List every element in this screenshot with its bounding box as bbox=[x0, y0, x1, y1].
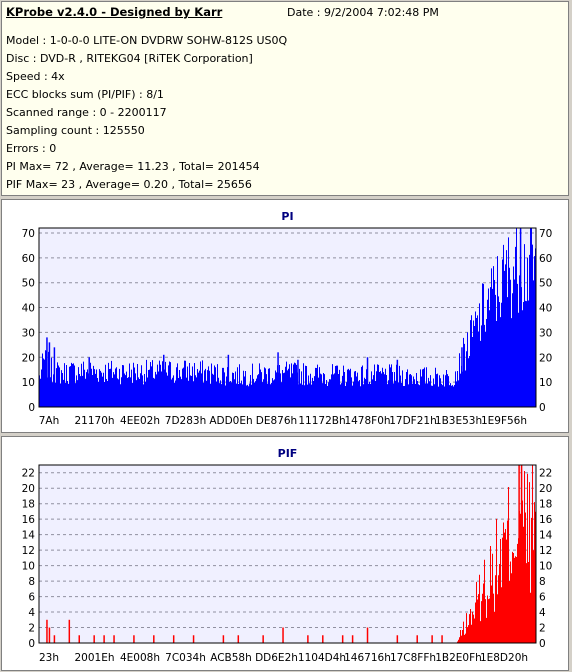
pi-ytick-right: 30 bbox=[539, 327, 552, 339]
pif-ytick-left: 18 bbox=[22, 499, 35, 511]
pi-ytick-left: 20 bbox=[22, 352, 35, 364]
info-sampling-count: Sampling count : 125550 bbox=[6, 124, 145, 137]
pif-ytick-right: 6 bbox=[539, 592, 546, 604]
pi-ytick-left: 50 bbox=[22, 278, 35, 290]
pif-ytick-right: 22 bbox=[539, 468, 552, 480]
pi-title: PI bbox=[281, 210, 293, 223]
pif-xtick: 7C034h bbox=[165, 652, 206, 664]
pif-ytick-left: 4 bbox=[28, 607, 35, 619]
pi-chart: PI 0 0 10 10 20 20 30 30 40 40 50 50 60 60 70 70 7Ah 21170… bbox=[22, 210, 553, 427]
pi-ytick-right: 70 bbox=[539, 228, 552, 240]
pif-xtick: 1E8D20h bbox=[480, 652, 528, 664]
pi-xtick: 21170h bbox=[74, 415, 114, 427]
pi-xtick: DE876h bbox=[256, 415, 297, 427]
pi-bars bbox=[39, 228, 536, 407]
info-scanned-range: Scanned range : 0 - 2200117 bbox=[6, 106, 167, 119]
pif-ytick-left: 0 bbox=[28, 638, 35, 650]
pi-frame bbox=[38, 227, 537, 408]
pif-ytick-left: 16 bbox=[22, 514, 36, 526]
pif-ytick-left: 2 bbox=[28, 623, 35, 635]
pif-ytick-left: 8 bbox=[28, 576, 35, 588]
pif-ytick-right: 12 bbox=[539, 545, 552, 557]
pi-ytick-right: 40 bbox=[539, 303, 552, 315]
pi-ytick-right: 60 bbox=[539, 253, 552, 265]
pif-xtick: 23h bbox=[39, 652, 59, 664]
info-disc: Disc : DVD-R , RITEKG04 [RiTEK Corporati… bbox=[6, 52, 253, 65]
pi-xtick: 4EE02h bbox=[120, 415, 160, 427]
info-pif-stats: PIF Max= 23 , Average= 0.20 , Total= 256… bbox=[6, 178, 252, 191]
pif-ytick-left: 22 bbox=[22, 468, 35, 480]
pif-ytick-left: 12 bbox=[22, 545, 35, 557]
pif-ytick-right: 18 bbox=[539, 499, 552, 511]
pif-xtick: 2001Eh bbox=[74, 652, 114, 664]
info-panel: KProbe v2.4.0 - Designed by Karr Date : … bbox=[1, 1, 569, 196]
pi-ytick-left: 40 bbox=[22, 303, 35, 315]
pif-xtick: 1B2E0Fh bbox=[435, 652, 482, 664]
pi-xtick: 1B3E53h bbox=[435, 415, 482, 427]
info-pi-stats: PI Max= 72 , Average= 11.23 , Total= 201… bbox=[6, 160, 260, 173]
pi-xtick: 7D283h bbox=[165, 415, 206, 427]
pif-frame bbox=[38, 464, 537, 644]
info-ecc-sum: ECC blocks sum (PI/PIF) : 8/1 bbox=[6, 88, 164, 101]
info-errors: Errors : 0 bbox=[6, 142, 57, 155]
pi-ytick-right: 10 bbox=[539, 377, 552, 389]
pi-xtick: 17DF21h bbox=[389, 415, 437, 427]
pif-xtick: ACB58h bbox=[210, 652, 252, 664]
pif-chart-panel: PIF 0 0 2 2 4 4 6 6 8 8 10 10 12 12 14 14 16 16 18 18 20 20 22 2… bbox=[1, 436, 569, 671]
pif-xtick: 146716h bbox=[344, 652, 391, 664]
pi-ytick-left: 0 bbox=[28, 402, 35, 414]
pi-ytick-left: 60 bbox=[22, 253, 35, 265]
pi-ytick-right: 0 bbox=[539, 402, 546, 414]
pif-ytick-right: 16 bbox=[539, 514, 553, 526]
pif-xtick: 17C8FFh bbox=[390, 652, 436, 664]
pif-ytick-right: 2 bbox=[539, 623, 546, 635]
pif-ytick-right: 14 bbox=[539, 530, 553, 542]
pif-ytick-right: 4 bbox=[539, 607, 546, 619]
app-title: KProbe v2.4.0 - Designed by Karr bbox=[6, 5, 223, 19]
pi-xtick: ADD0Eh bbox=[209, 415, 252, 427]
pi-ytick-right: 50 bbox=[539, 278, 552, 290]
pi-xtick: 11172Bh bbox=[298, 415, 345, 427]
pif-title: PIF bbox=[278, 447, 298, 460]
pif-ytick-right: 0 bbox=[539, 638, 546, 650]
pi-ytick-left: 70 bbox=[22, 228, 35, 240]
pif-ytick-left: 10 bbox=[22, 561, 35, 573]
pi-xtick: 7Ah bbox=[39, 415, 60, 427]
pif-plot-area bbox=[39, 465, 536, 643]
scan-date: Date : 9/2/2004 7:02:48 PM bbox=[287, 6, 439, 19]
pi-ytick-left: 30 bbox=[22, 327, 35, 339]
pif-xtick: 4E008h bbox=[120, 652, 160, 664]
pi-xtick: 1478F0h bbox=[344, 415, 390, 427]
pif-ytick-right: 10 bbox=[539, 561, 552, 573]
pif-xtick: 1104D4h bbox=[298, 652, 346, 664]
pif-ytick-right: 20 bbox=[539, 483, 552, 495]
info-model: Model : 1-0-0-0 LITE-ON DVDRW SOHW-812S … bbox=[6, 34, 288, 47]
pi-ytick-left: 10 bbox=[22, 377, 35, 389]
pif-xtick: DD6E2h bbox=[255, 652, 298, 664]
pif-ytick-left: 14 bbox=[22, 530, 36, 542]
pif-ytick-left: 6 bbox=[28, 592, 35, 604]
pi-chart-panel: PI 0 0 10 10 20 20 30 30 40 40 50 50 60 60 70 70 7Ah 21170… bbox=[1, 199, 569, 433]
pi-ytick-right: 20 bbox=[539, 352, 552, 364]
pif-ytick-right: 8 bbox=[539, 576, 546, 588]
info-speed: Speed : 4x bbox=[6, 70, 65, 83]
pi-xtick: 1E9F56h bbox=[481, 415, 527, 427]
pif-ytick-left: 20 bbox=[22, 483, 35, 495]
pif-bars bbox=[46, 465, 536, 643]
